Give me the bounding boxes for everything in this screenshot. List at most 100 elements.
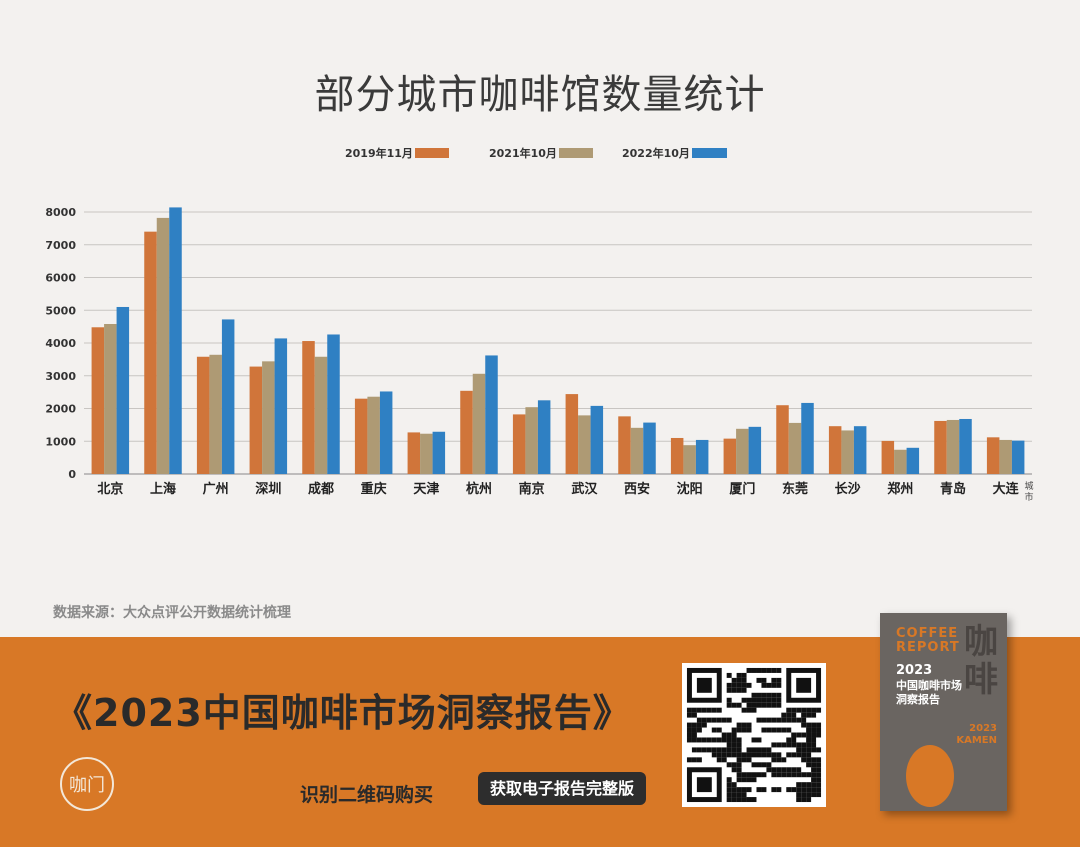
bar — [618, 416, 631, 474]
bar — [578, 415, 591, 474]
qr-module — [721, 717, 727, 723]
qr-module — [801, 722, 807, 728]
get-full-report-button[interactable]: 获取电子报告完整版 — [478, 772, 647, 805]
bar — [801, 402, 814, 474]
qr-module — [776, 692, 782, 698]
qr-module — [761, 772, 767, 778]
qr-module — [736, 797, 742, 803]
qr-module — [741, 797, 747, 803]
qr-module — [726, 792, 732, 798]
qr-module — [721, 732, 727, 738]
cover-coffee-report: COFFEE REPORT — [896, 626, 960, 655]
bar — [894, 449, 907, 474]
qr-module — [726, 672, 732, 678]
qr-module — [716, 757, 722, 763]
y-tick-label: 0 — [68, 468, 76, 481]
bar — [91, 327, 105, 474]
qr-module — [791, 752, 797, 758]
bar — [959, 418, 972, 474]
bar — [302, 341, 315, 474]
qr-module — [796, 792, 802, 798]
qr-module — [761, 677, 767, 683]
qr-module — [791, 737, 797, 743]
qr-module — [686, 727, 692, 733]
qr-module — [716, 737, 722, 743]
qr-module — [771, 772, 777, 778]
legend-swatch — [692, 148, 727, 158]
qr-code-icon[interactable] — [682, 663, 826, 807]
qr-module — [696, 757, 702, 763]
qr-module — [791, 717, 797, 723]
qr-module — [816, 762, 822, 768]
qr-module — [736, 737, 742, 743]
qr-module — [701, 737, 707, 743]
qr-module — [781, 717, 787, 723]
qr-module — [816, 747, 822, 753]
qr-module — [756, 677, 762, 683]
qr-module — [771, 742, 777, 748]
qr-module — [716, 747, 722, 753]
bar — [630, 427, 644, 474]
qr-module — [796, 767, 802, 773]
qr-module — [801, 717, 807, 723]
qr-module — [771, 752, 777, 758]
qr-module — [691, 737, 697, 743]
qr-module — [806, 722, 812, 728]
bar — [354, 398, 368, 474]
qr-module — [786, 707, 792, 713]
qr-module — [801, 742, 807, 748]
bar — [788, 422, 802, 474]
report-title[interactable]: 《2023中国咖啡市场洞察报告》 — [54, 691, 632, 735]
x-tick-label: 上海 — [150, 481, 176, 497]
qr-module — [796, 717, 802, 723]
qr-module — [806, 732, 812, 738]
qr-module — [691, 732, 697, 738]
qr-module — [741, 722, 747, 728]
qr-module — [796, 787, 802, 793]
qr-module — [811, 757, 817, 763]
qr-module — [756, 752, 762, 758]
qr-module — [776, 772, 782, 778]
qr-module — [761, 702, 767, 708]
qr-module — [731, 762, 737, 768]
qr-module — [706, 707, 712, 713]
qr-module — [776, 697, 782, 703]
qr-module — [806, 757, 812, 763]
bar — [565, 394, 579, 474]
qr-module — [766, 727, 772, 733]
qr-module — [751, 777, 757, 783]
qr-module — [736, 682, 742, 688]
qr-module — [796, 747, 802, 753]
qr-module — [761, 752, 767, 758]
x-tick-label: 杭州 — [466, 481, 492, 497]
qr-module — [701, 722, 707, 728]
qr-module — [796, 732, 802, 738]
qr-module — [796, 677, 812, 693]
x-tick-label: 西安 — [624, 481, 650, 497]
qr-module — [811, 707, 817, 713]
bar — [407, 432, 421, 474]
qr-module — [751, 747, 757, 753]
qr-module — [726, 697, 732, 703]
qr-module — [816, 792, 822, 798]
qr-module — [736, 787, 742, 793]
qr-module — [736, 777, 742, 783]
qr-module — [776, 702, 782, 708]
qr-module — [706, 717, 712, 723]
qr-module — [736, 772, 742, 778]
qr-module — [751, 762, 757, 768]
qr-module — [711, 737, 717, 743]
bar — [460, 390, 473, 474]
qr-module — [756, 737, 762, 743]
report-cover-image[interactable]: COFFEE REPORT 咖 啡 2023 中国咖啡市场 洞察报告 2023 … — [880, 613, 1007, 811]
qr-module — [731, 792, 737, 798]
qr-module — [776, 727, 782, 733]
bar — [367, 396, 380, 474]
y-tick-label: 8000 — [45, 206, 76, 219]
qr-module — [816, 777, 822, 783]
bar — [472, 373, 486, 474]
qr-module — [756, 697, 762, 703]
qr-module — [761, 667, 767, 673]
bar — [432, 431, 446, 474]
qr-module — [741, 787, 747, 793]
